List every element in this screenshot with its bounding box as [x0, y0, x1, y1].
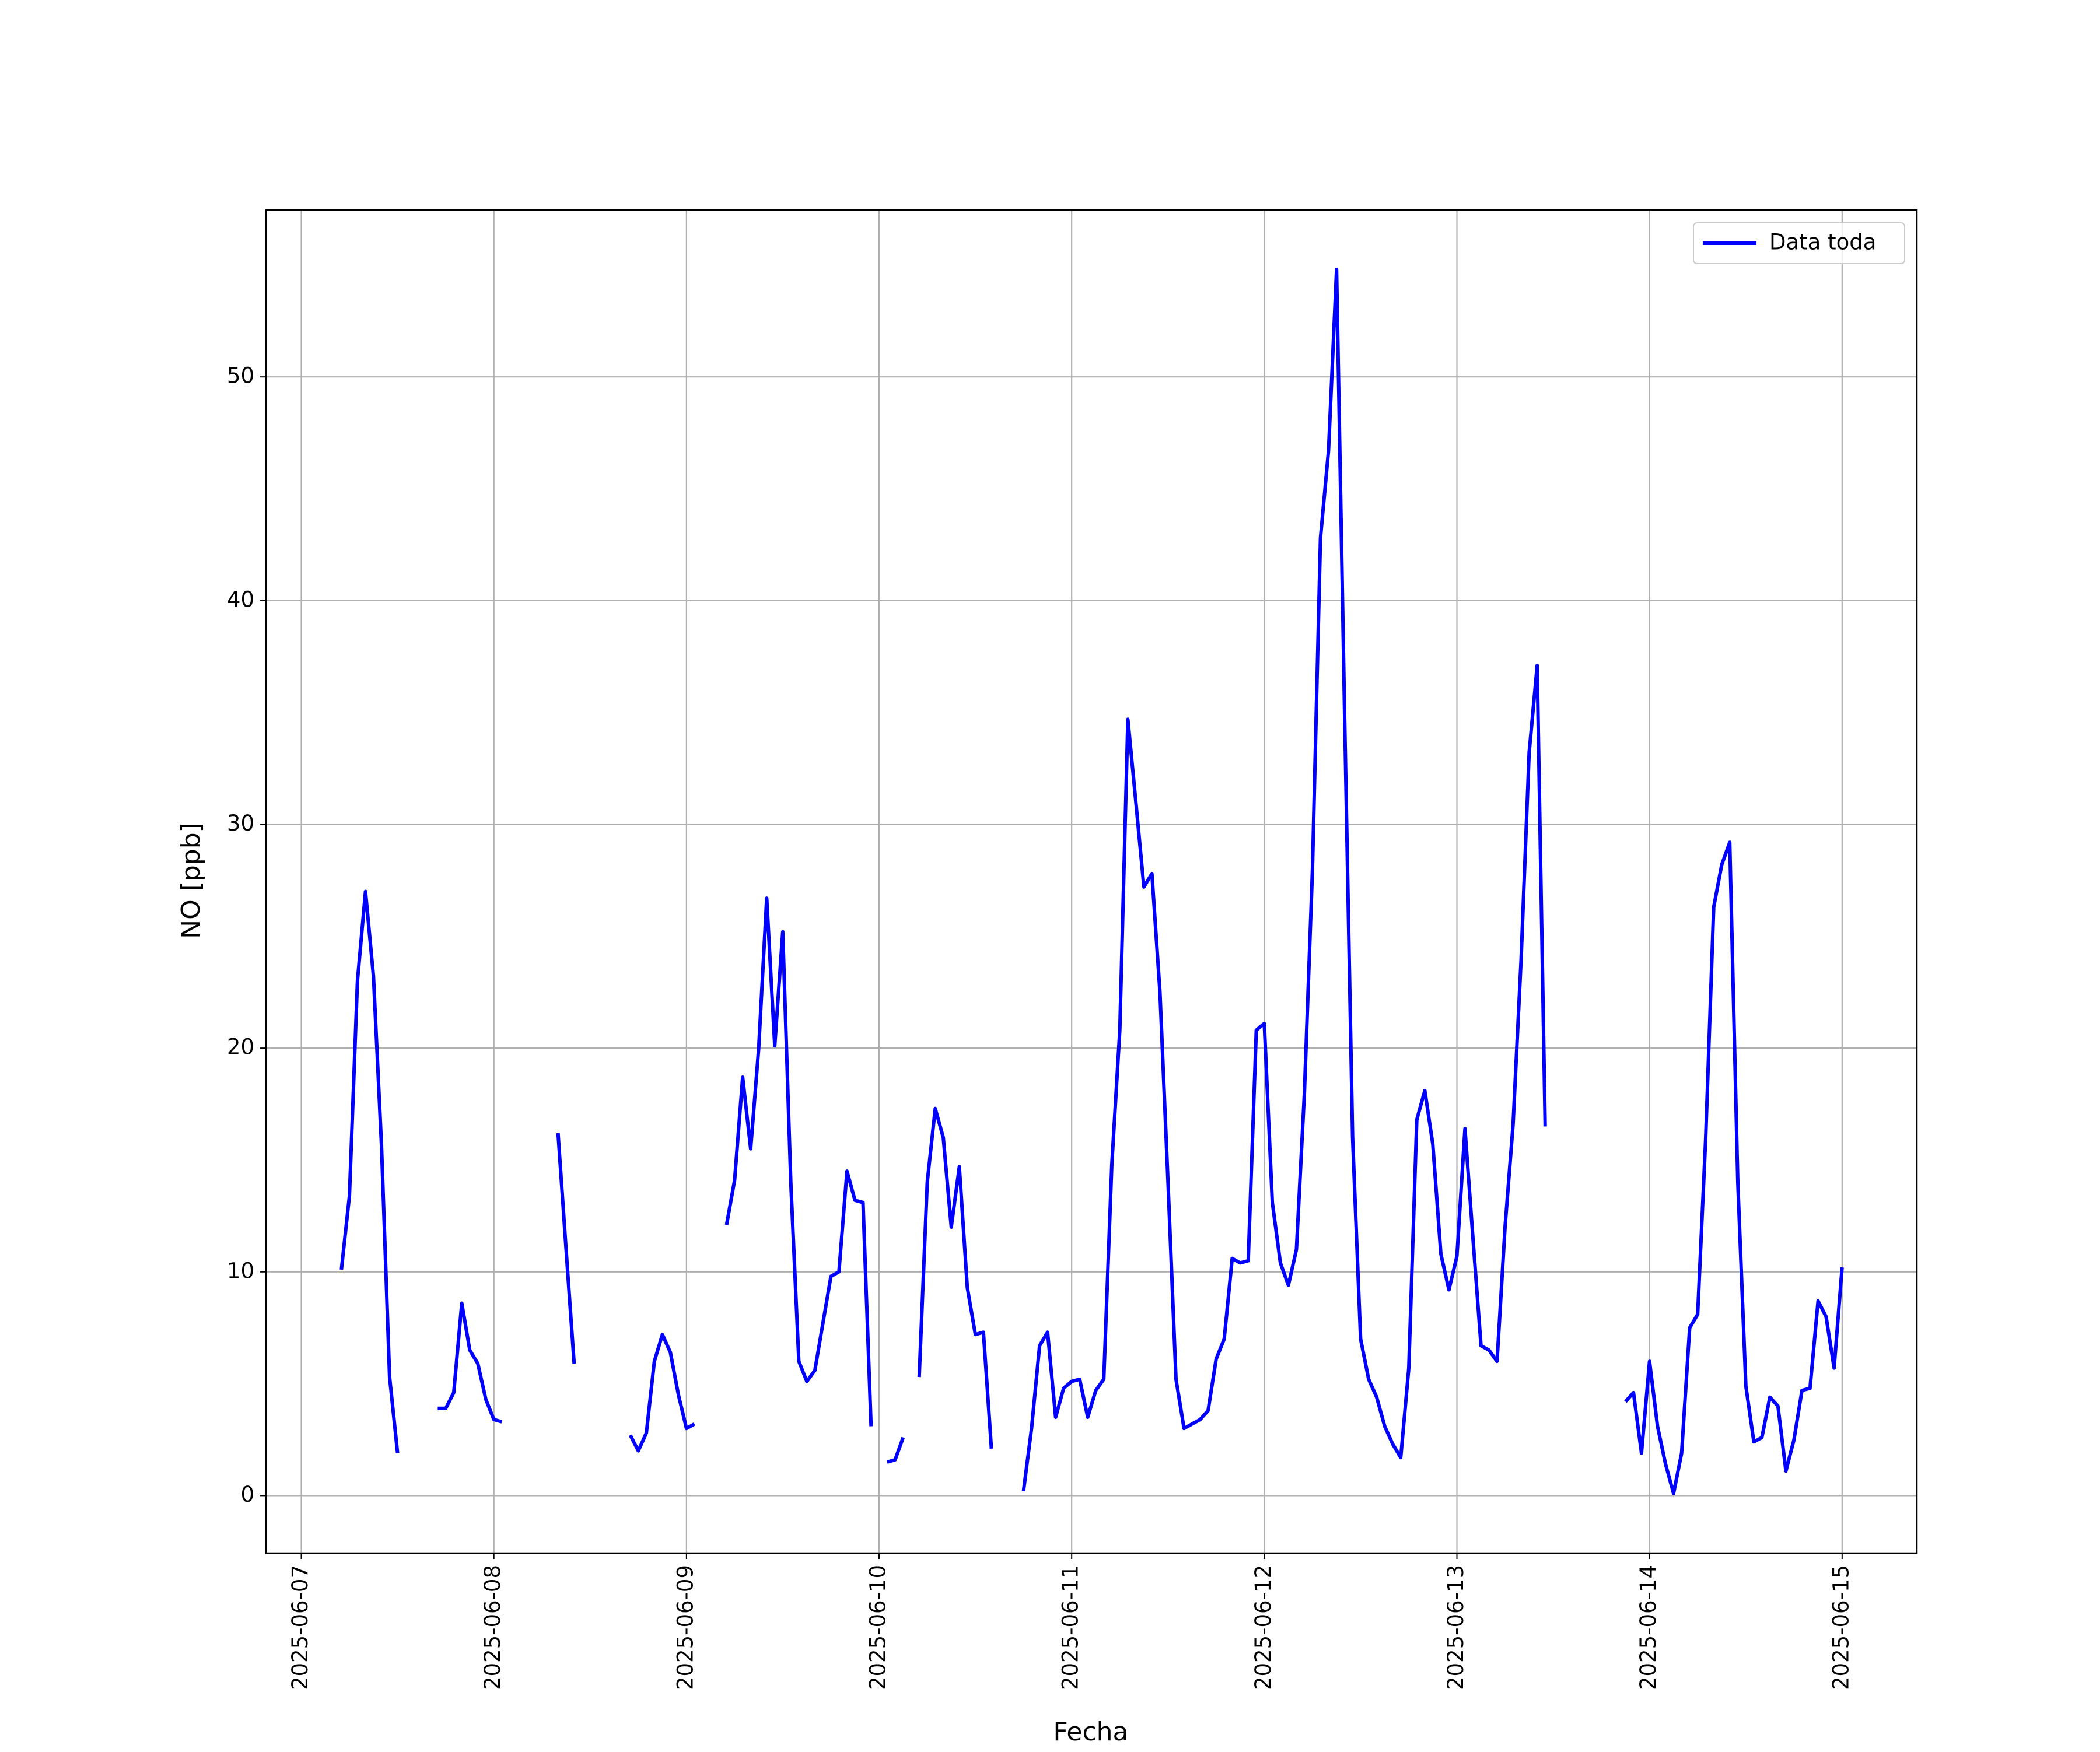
- x-tick-label: 2025-06-10: [866, 1565, 891, 1690]
- data-line: [340, 889, 400, 1453]
- x-tick-label: 2025-06-13: [1443, 1565, 1468, 1690]
- data-line: [917, 1106, 993, 1449]
- y-axis-label: NO [ppb]: [176, 822, 206, 939]
- x-tick-label: 2025-06-15: [1828, 1565, 1853, 1690]
- data-line: [1624, 840, 1844, 1495]
- x-tick-label: 2025-06-09: [673, 1565, 698, 1690]
- y-tick-label: 0: [240, 1482, 254, 1507]
- data-line: [1021, 268, 1547, 1492]
- x-axis-label: Fecha: [1053, 1717, 1128, 1747]
- y-tick-label: 10: [227, 1258, 254, 1283]
- data-line: [438, 1301, 503, 1424]
- data-line: [628, 1333, 696, 1453]
- x-tick-label: 2025-06-08: [480, 1565, 505, 1690]
- legend-box: [1693, 222, 1905, 264]
- x-tick-label: 2025-06-12: [1251, 1565, 1276, 1690]
- data-line: [724, 896, 873, 1427]
- plot-frame: [265, 209, 1918, 1554]
- legend-label: Data toda: [1769, 230, 1876, 255]
- y-tick-label: 20: [227, 1035, 254, 1060]
- x-tick-label: 2025-06-07: [288, 1565, 313, 1690]
- y-tick-label: 30: [227, 811, 254, 836]
- x-tick-label: 2025-06-11: [1058, 1565, 1083, 1690]
- data-line: [556, 1133, 576, 1364]
- x-tick-label: 2025-06-14: [1636, 1565, 1661, 1690]
- data-line: [886, 1436, 905, 1464]
- y-tick-label: 40: [227, 587, 254, 612]
- y-tick-label: 50: [227, 363, 254, 388]
